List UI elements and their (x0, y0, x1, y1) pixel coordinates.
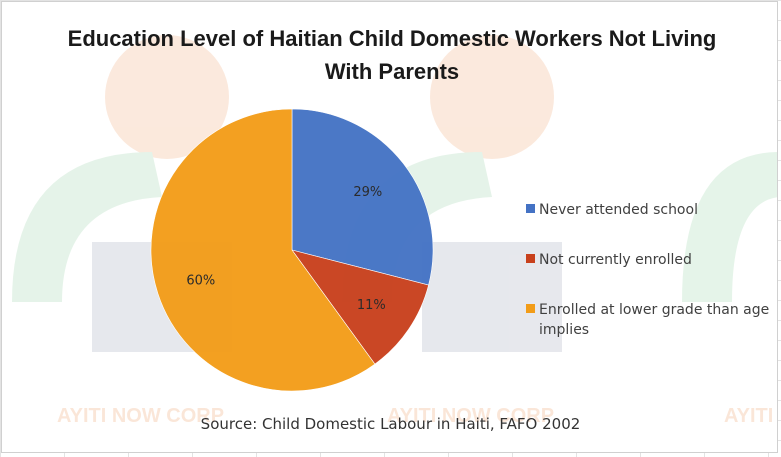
pie-slice-not-enrolled[interactable] (291, 249, 429, 365)
data-label-lower-grade: 60% (186, 274, 215, 289)
data-label-never-attended: 29% (353, 185, 382, 200)
chart-title: Education Level of Haitian Child Domesti… (67, 26, 717, 84)
legend-swatch-lower-grade (526, 304, 535, 313)
pie-slice-never-attended[interactable] (291, 108, 434, 286)
legend-item-lower-grade[interactable]: Enrolled at lower grade than age implies (526, 300, 776, 340)
legend-item-not-enrolled[interactable]: Not currently enrolled (526, 250, 776, 270)
watermark-text-left: AYITI NOW CORP (57, 405, 224, 427)
data-label-not-enrolled: 11% (357, 298, 386, 313)
watermark-text-center: AYITI NOW CORP (387, 405, 554, 427)
pie-slice-lower-grade[interactable] (150, 108, 376, 392)
legend-item-never-attended[interactable]: Never attended school (526, 200, 776, 220)
legend-label-not-enrolled: Not currently enrolled (539, 252, 692, 268)
legend-label-never-attended: Never attended school (539, 202, 698, 218)
source-note: Source: Child Domestic Labour in Haiti, … (200, 415, 581, 433)
legend-swatch-never-attended (526, 204, 535, 213)
legend-label-lower-grade: Enrolled at lower grade than age implies (539, 302, 770, 338)
legend-swatch-not-enrolled (526, 254, 535, 263)
watermark-text-right: AYITI NOW CORP (724, 405, 778, 427)
